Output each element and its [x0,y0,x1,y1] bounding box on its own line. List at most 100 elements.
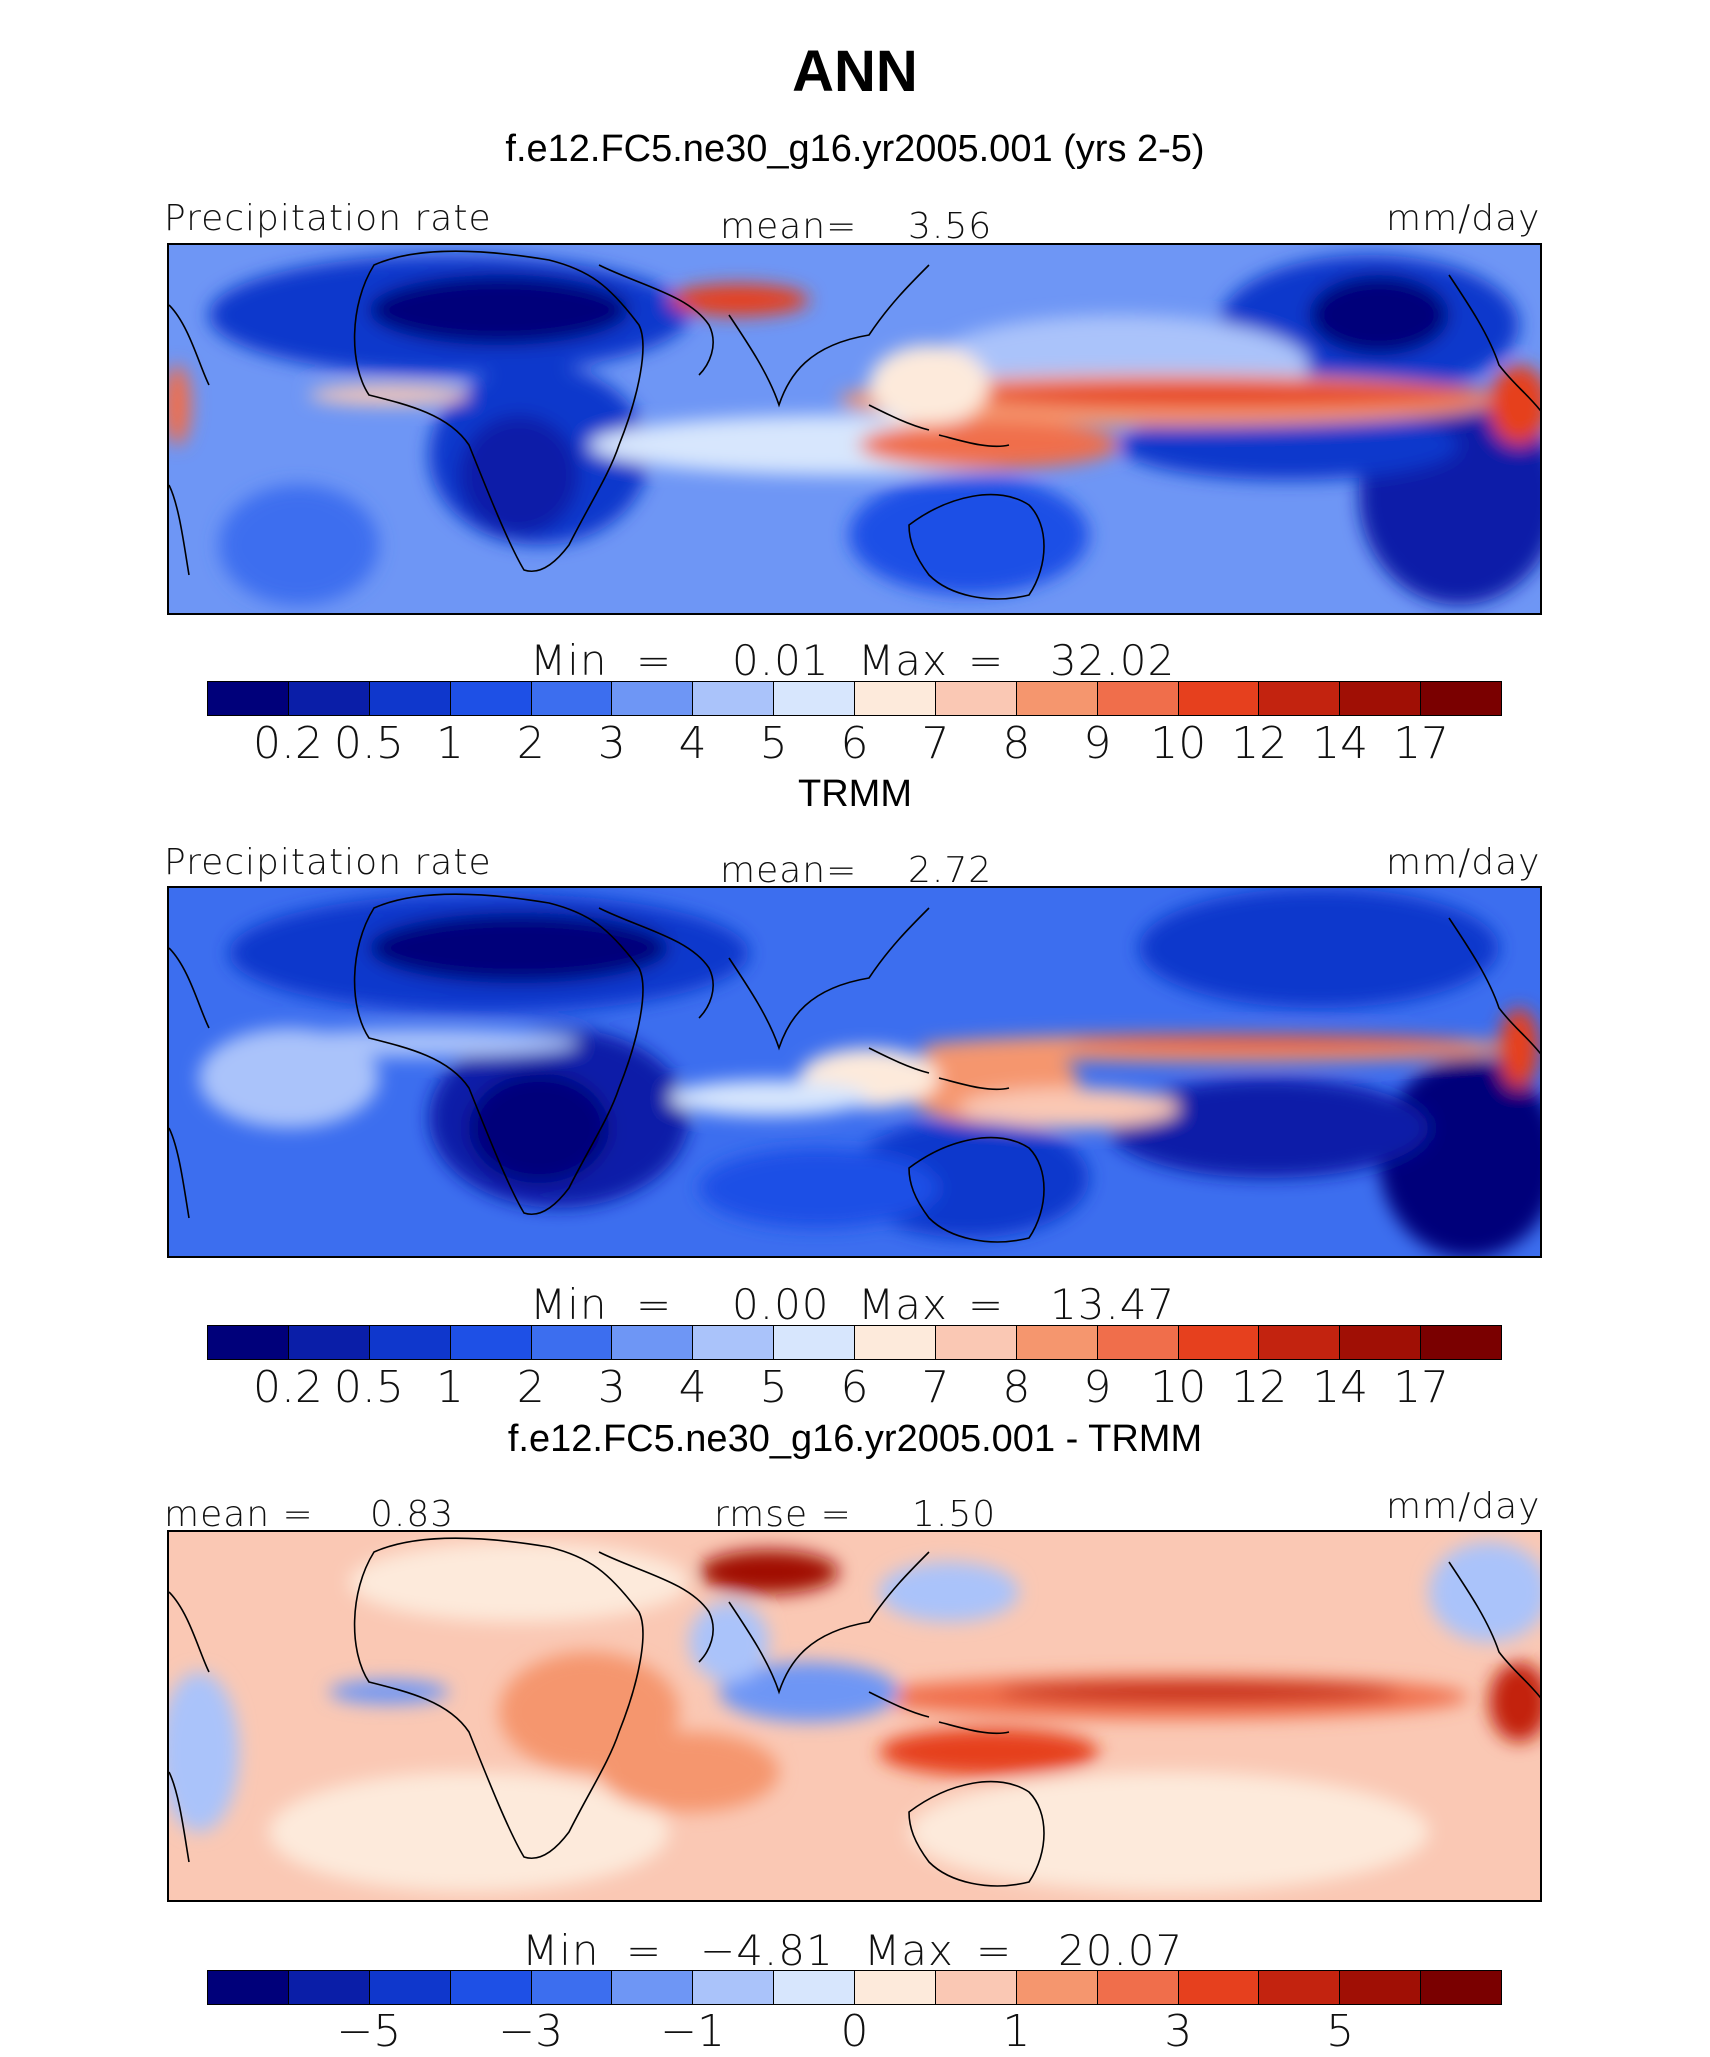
panel-2-units: mm/day [1386,842,1541,883]
colorbar-segment [1340,1326,1422,1359]
colorbar-segment [855,682,936,715]
colorbar-segment [1421,1326,1501,1359]
colorbar-tick-label: 8 [1002,718,1031,769]
panel-1-variable-label: Precipitation rate [164,198,492,239]
colorbar-segment [612,1326,694,1359]
panel-2-max-label: Max [858,1280,948,1329]
panel-1-min-label: Min [530,636,608,685]
colorbar-tick-label: 9 [1083,1362,1112,1413]
panel-3-min-eq: = [626,1926,663,1975]
colorbar-tick-label: 0.2 [252,1362,323,1413]
colorbar-segment [208,1326,289,1359]
panel-3-units: mm/day [1386,1486,1541,1527]
panel-1-max-label: Max [858,636,948,685]
panel-2-min-label: Min [530,1280,608,1329]
colorbar-tick-label: 4 [678,1362,707,1413]
colorbar-segment [288,682,370,715]
colorbar-tick-label: 14 [1312,718,1369,769]
panel-2-variable-label: Precipitation rate [164,842,492,883]
panel-3-map [167,1530,1542,1902]
panel-3-mean-value: 0.83 [370,1494,455,1535]
colorbar-tick-label: 14 [1312,1362,1369,1413]
panel-1-max-value: 32.02 [1050,636,1176,685]
colorbar-tick-label: 1 [1002,2006,1031,2057]
colorbar-segment [1421,682,1501,715]
figure-title: ANN [792,39,918,104]
colorbar-tick-label: 7 [921,1362,950,1413]
panel-3-max-value: 20.07 [1058,1926,1184,1975]
panel-1-mean-label: mean= [720,206,858,247]
panel-1-mean-value: 3.56 [908,206,993,247]
colorbar-segment [1340,682,1422,715]
colorbar-segment [208,682,289,715]
colorbar-segment [855,1326,936,1359]
colorbar-segment [369,682,451,715]
colorbar-tick-label: 6 [840,718,869,769]
colorbar-segment [531,1326,613,1359]
colorbar-segment [774,1971,855,2004]
colorbar-segment [774,1326,855,1359]
colorbar-tick-label: 8 [1002,1362,1031,1413]
colorbar-segment [531,1971,613,2004]
colorbar-segment [935,1971,1017,2004]
colorbar-tick-label: 1 [435,1362,464,1413]
colorbar-segment [1178,1326,1260,1359]
panel-3-min-value: −4.81 [700,1926,834,1975]
colorbar-tick-label: 6 [840,1362,869,1413]
colorbar-tick-label: 5 [759,1362,788,1413]
colorbar-segment [1259,1326,1341,1359]
panel-3-max-label: Max [864,1926,954,1975]
panel-3-max-eq: = [976,1926,1013,1975]
panel-1-map [167,243,1542,615]
colorbar-tick-label: 0 [840,2006,869,2057]
panel-2-min-eq: = [636,1280,673,1329]
colorbar-tick-label: −5 [336,2006,402,2057]
colorbar-tick-label: 7 [921,718,950,769]
colorbar-segment [1178,682,1260,715]
panel-1-min-eq: = [636,636,673,685]
colorbar-tick-label: 9 [1083,718,1112,769]
colorbar-segment [935,1326,1017,1359]
colorbar-segment [1259,682,1341,715]
colorbar-segment [1259,1971,1341,2004]
colorbar-segment [693,1971,775,2004]
colorbar-segment [612,1971,694,2004]
colorbar-tick-label: 2 [516,1362,545,1413]
panel-2-max-value: 13.47 [1050,1280,1176,1329]
panel-1-units: mm/day [1386,198,1541,239]
panel-2-min-value: 0.00 [732,1280,830,1329]
colorbar-segment [288,1326,370,1359]
colorbar-segment [1097,682,1179,715]
panel-3-min-label: Min [522,1926,600,1975]
colorbar-tick-label: 10 [1150,1362,1207,1413]
colorbar-tick-label: 0.2 [252,718,323,769]
colorbar-tick-label: 12 [1231,718,1288,769]
colorbar-tick-label: 3 [597,1362,626,1413]
colorbar-tick-label: 5 [1326,2006,1355,2057]
colorbar-tick-label: 0.5 [333,1362,404,1413]
colorbar-segment [1097,1971,1179,2004]
colorbar-tick-label: 0.5 [333,718,404,769]
panel-2-mean-value: 2.72 [908,850,993,891]
colorbar-segment [693,1326,775,1359]
colorbar-tick-label: 4 [678,718,707,769]
colorbar-segment [531,682,613,715]
panel-3-title: f.e12.FC5.ne30_g16.yr2005.001 - TRMM [507,1418,1203,1460]
colorbar-segment [369,1326,451,1359]
colorbar-tick-label: 10 [1150,718,1207,769]
colorbar-tick-label: 5 [759,718,788,769]
colorbar-segment [1421,1971,1501,2004]
colorbar-segment [855,1971,936,2004]
colorbar-segment [1016,682,1098,715]
colorbar-segment [369,1971,451,2004]
colorbar-segment [450,1326,532,1359]
colorbar-segment [450,1971,532,2004]
colorbar-segment [1016,1971,1098,2004]
colorbar-segment [1178,1971,1260,2004]
colorbar-tick-label: 17 [1393,718,1450,769]
panel-3-rmse-value: 1.50 [912,1494,997,1535]
colorbar-segment [935,682,1017,715]
panel-1-title: f.e12.FC5.ne30_g16.yr2005.001 (yrs 2-5) [505,128,1205,170]
panel-2-map [167,886,1542,1258]
colorbar-segment [1097,1326,1179,1359]
